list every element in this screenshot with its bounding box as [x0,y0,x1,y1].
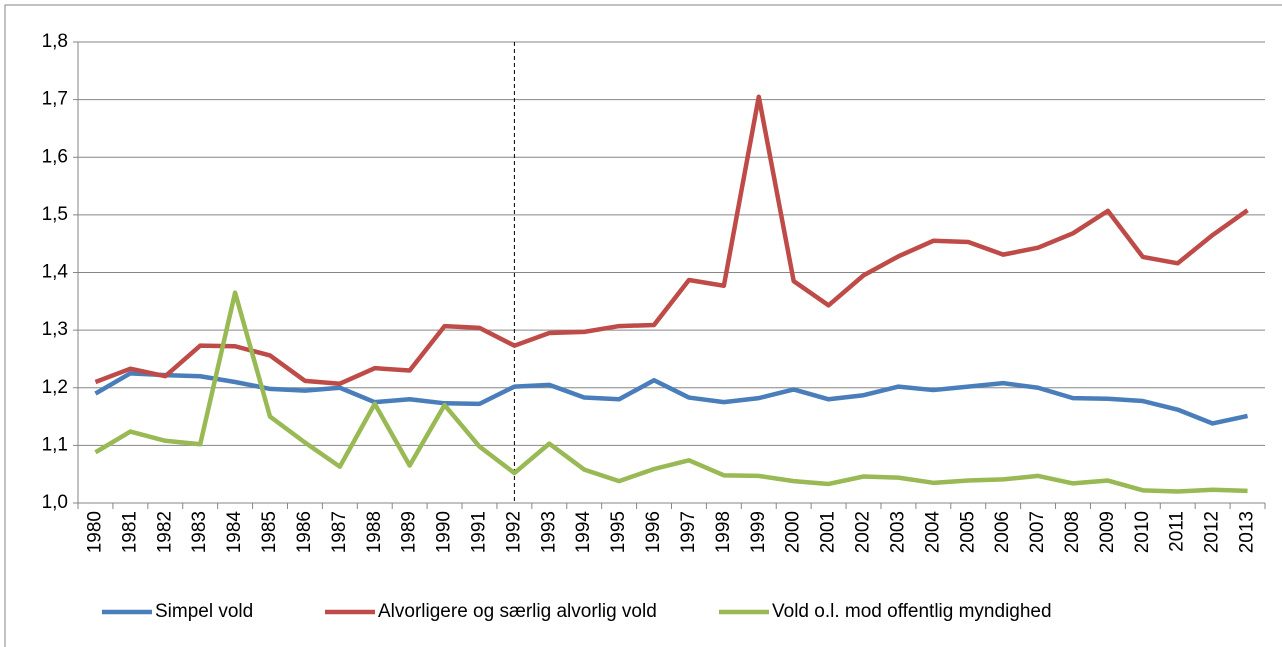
x-tick-label: 2012 [1202,511,1223,553]
x-tick-label: 2010 [1132,511,1153,553]
y-tick-label: 1,3 [42,319,68,340]
x-tick-label: 1986 [294,511,315,553]
y-tick-label: 1,0 [42,492,68,513]
x-tick-label: 1992 [503,511,524,553]
x-tick-label: 2003 [887,511,908,553]
y-tick-label: 1,7 [42,89,68,110]
y-tick-label: 1,4 [42,262,69,283]
legend-label: Alvorligere og særlig alvorlig vold [378,601,657,622]
x-tick-label: 2008 [1062,511,1083,553]
series-line [94,371,1249,426]
x-tick-label: 1993 [538,511,559,553]
x-tick-label: 2001 [818,511,839,553]
x-tick-label: 1994 [573,511,594,554]
x-tick-label: 1983 [189,511,210,553]
x-tick-label: 1997 [678,511,699,553]
x-tick-label: 1991 [469,511,490,553]
x-tick-label: 1985 [259,511,280,553]
x-tick-label: 1982 [154,511,175,553]
x-tick-label: 1984 [224,511,245,554]
y-tick-label: 1,1 [42,434,68,455]
x-tick-label: 1988 [364,511,385,553]
x-tick-label: 1989 [399,511,420,553]
x-tick-label: 2002 [853,511,874,553]
x-tick-label: 2004 [922,511,943,554]
x-tick-label: 1999 [748,511,769,553]
x-tick-label: 2011 [1167,511,1188,552]
x-tick-label: 2007 [1027,511,1048,553]
y-tick-label: 1,2 [42,377,68,398]
x-tick-label: 2009 [1097,511,1118,553]
y-tick-label: 1,8 [42,31,68,52]
x-tick-label: 2006 [992,511,1013,553]
x-tick-label: 1996 [643,511,664,553]
x-tick-label: 2000 [783,511,804,553]
series-line [94,290,1248,494]
legend-label: Vold o.l. mod offentlig myndighed [772,601,1052,622]
legend-label: Simpel vold [155,601,253,622]
x-tick-label: 1980 [84,511,105,553]
x-tick-label: 2005 [957,511,978,553]
y-tick-label: 1,5 [42,204,68,225]
x-tick-label: 1987 [329,511,350,553]
chart-frame [4,4,1282,647]
x-tick-label: 1995 [608,511,629,553]
x-tick-label: 1981 [119,511,140,553]
x-tick-label: 1998 [713,511,734,553]
series-line [94,94,1249,386]
y-tick-label: 1,6 [42,146,68,167]
x-tick-label: 1990 [434,511,455,553]
x-tick-label: 2013 [1237,511,1258,553]
